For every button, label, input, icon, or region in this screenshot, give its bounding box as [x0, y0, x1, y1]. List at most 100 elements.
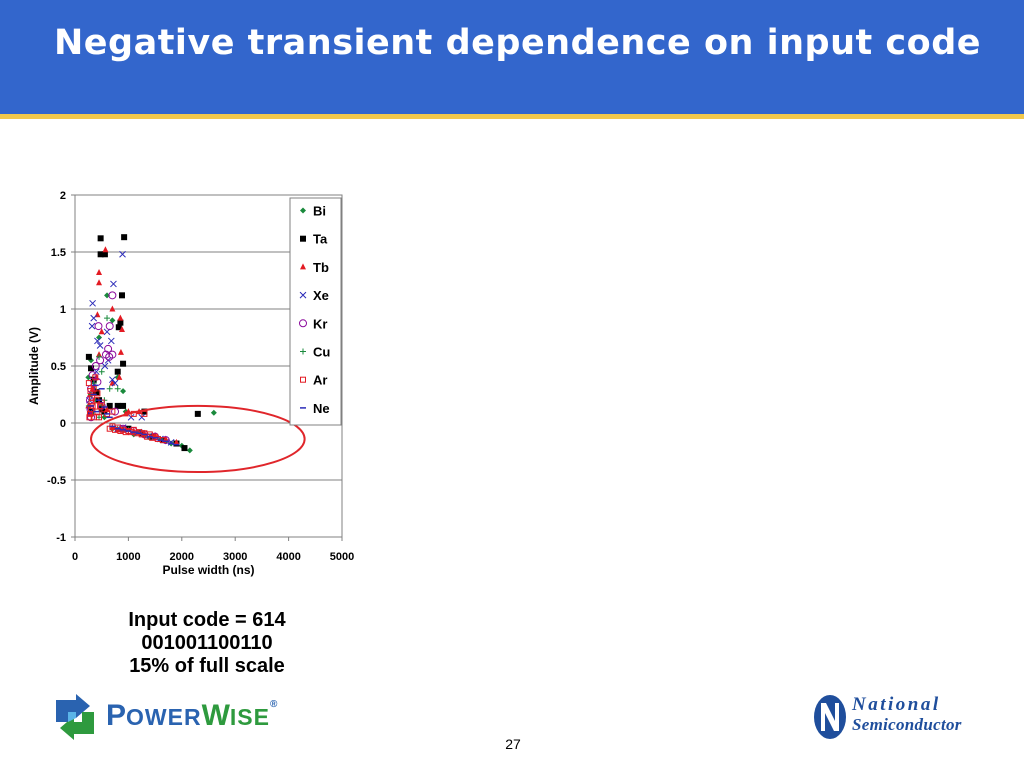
y-tick-label: 1 — [60, 304, 66, 316]
data-point-ar — [87, 388, 94, 395]
data-point-bi — [210, 409, 217, 416]
title-bar — [0, 0, 1024, 114]
data-point-xe — [101, 362, 109, 370]
legend-label-cu: Cu — [313, 345, 330, 360]
data-point-cu — [96, 353, 103, 360]
data-point-tb — [173, 438, 180, 445]
data-point-ta — [97, 235, 104, 242]
y-tick-labels: -1 -0.5 0 0.5 1 1.5 2 — [47, 190, 66, 544]
data-point-xe — [138, 413, 146, 421]
x-tick-label: 3000 — [223, 551, 247, 563]
data-point-kr — [94, 322, 103, 331]
data-point-ta — [101, 251, 108, 258]
data-point-ar — [92, 374, 99, 381]
y-tick-label: 1.5 — [51, 247, 66, 259]
data-point-ta — [88, 365, 95, 372]
data-point-ar — [85, 380, 92, 387]
data-point-bi — [186, 447, 193, 454]
data-point-ta — [114, 402, 121, 409]
data-point-tb — [109, 305, 116, 312]
data-point-tb — [117, 314, 124, 321]
data-point-tb — [118, 326, 125, 333]
data-point-tb — [96, 279, 103, 286]
national-wordmark: National Semiconductor — [852, 694, 962, 735]
x-axis-label: Pulse width (ns) — [162, 563, 254, 577]
caption-line-input-code: Input code = 614 — [128, 609, 286, 631]
data-point-ta — [85, 353, 92, 360]
x-tick-label: 5000 — [330, 551, 354, 563]
data-point-ar — [94, 390, 101, 397]
legend-marker-tb — [300, 263, 306, 270]
series-bi — [85, 292, 217, 454]
legend-item-tb: Tb — [300, 260, 329, 275]
legend-item-ar: Ar — [300, 373, 327, 388]
national-semiconductor-logo: National Semiconductor — [812, 693, 992, 743]
data-point-ta — [106, 402, 113, 409]
legend-item-kr: Kr — [299, 316, 327, 331]
data-point-tb — [116, 373, 123, 380]
data-point-ta — [121, 234, 128, 241]
legend-label-ar: Ar — [313, 373, 327, 388]
data-point-tb — [102, 246, 109, 253]
data-points — [85, 234, 217, 454]
data-point-ta — [120, 360, 127, 367]
data-point-kr — [87, 413, 96, 422]
data-point-ta — [93, 389, 100, 396]
input-code-caption: Input code = 614 001001100110 15% of ful… — [82, 609, 332, 678]
data-point-kr — [108, 291, 117, 300]
legend-item-xe: Xe — [299, 288, 329, 303]
data-point-cu — [106, 385, 113, 392]
data-point-xe — [109, 376, 116, 384]
legend-marker-kr — [299, 319, 307, 328]
data-point-ta — [120, 402, 127, 409]
title-bar-accent-line — [0, 114, 1024, 119]
legend-marker-ta — [300, 235, 306, 242]
data-point-tb — [98, 328, 105, 335]
legend-marker-cu — [300, 348, 306, 355]
data-point-ar — [86, 414, 93, 421]
legend-marker-ar — [300, 376, 306, 383]
scatter-chart: -1 -0.5 0 0.5 1 1.5 2 0 1000 2000 3000 4000 5000 Pu… — [27, 190, 354, 577]
data-point-kr — [105, 352, 114, 361]
y-tick-label: 2 — [60, 190, 66, 202]
data-point-xe — [96, 342, 104, 349]
data-point-ta — [114, 368, 121, 375]
chart-legend: Bi Ta Tb Xe Kr Cu Ar Ne — [289, 197, 342, 426]
slide-title: Negative transient dependence on input c… — [54, 23, 982, 63]
data-point-ta — [194, 410, 201, 417]
data-point-bi — [101, 414, 108, 421]
data-point-kr — [111, 407, 120, 416]
y-tick-label: -1 — [56, 532, 66, 544]
data-point-cu — [104, 315, 111, 322]
data-point-tb — [96, 269, 103, 276]
data-point-bi — [120, 388, 127, 395]
legend-label-xe: Xe — [313, 288, 329, 303]
data-point-bi — [85, 374, 92, 381]
data-point-ta — [118, 292, 125, 299]
powerwise-arrows-icon — [56, 694, 94, 740]
legend-item-ta: Ta — [300, 232, 328, 247]
legend-label-ta: Ta — [313, 232, 328, 247]
data-point-kr — [105, 322, 114, 331]
caption-line-full-scale: 15% of full scale — [129, 655, 285, 677]
data-point-ar — [88, 399, 95, 406]
data-point-xe — [89, 299, 96, 307]
legend-label-bi: Bi — [313, 204, 326, 219]
legend-item-ne: Ne — [300, 401, 330, 416]
legend-marker-xe — [299, 291, 307, 299]
highlight-ellipse — [90, 404, 306, 474]
legend-item-bi: Bi — [300, 204, 326, 219]
data-point-xe — [88, 322, 96, 330]
data-point-ta — [181, 445, 188, 452]
legend-label-tb: Tb — [313, 260, 329, 275]
powerwise-logo: POWERWISE® — [50, 692, 310, 744]
data-point-tb — [117, 348, 124, 355]
data-point-ar — [109, 408, 116, 415]
data-point-cu — [98, 368, 105, 375]
data-point-xe — [94, 337, 101, 345]
caption-line-binary-code: 001001100110 — [141, 632, 273, 654]
data-point-ta — [115, 324, 122, 331]
data-point-cu — [114, 385, 121, 392]
data-point-xe — [111, 379, 119, 387]
plot-area-border — [74, 194, 343, 538]
